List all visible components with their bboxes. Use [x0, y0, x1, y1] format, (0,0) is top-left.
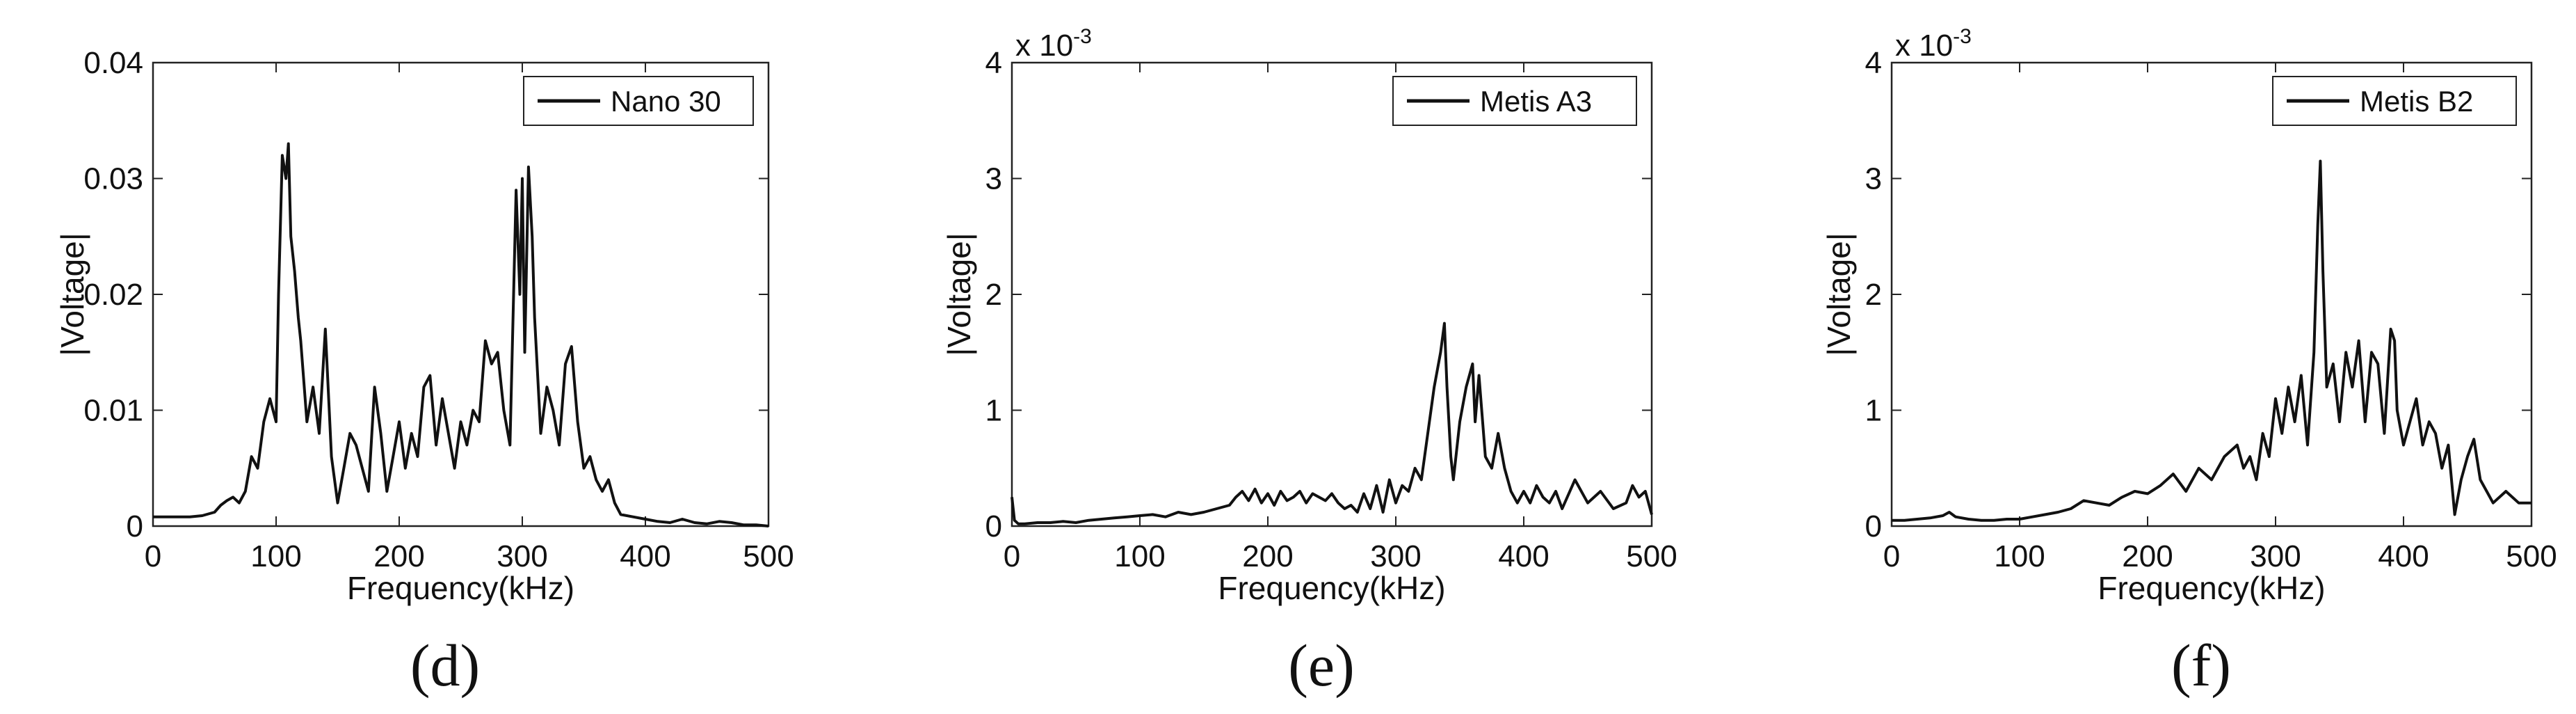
plot-frame [1890, 61, 2533, 527]
x-tick-label: 400 [620, 539, 670, 573]
legend-label: Metis A3 [1480, 85, 1592, 118]
y-tick-label: 0.02 [83, 278, 143, 312]
y-tick-label: 0.01 [83, 394, 143, 428]
panel-caption: (f) [2171, 632, 2231, 699]
y-tick-label: 1 [1865, 394, 1882, 428]
x-axis-label: Frequency(kHz) [1218, 570, 1445, 606]
x-tick-label: 300 [1370, 539, 1421, 573]
x-tick-label: 200 [373, 539, 424, 573]
chart-panel-d: 0 100 200 300 400 500 0 0.01 0.02 0.03 0.04 Frequen… [54, 46, 794, 699]
panel-caption: (e) [1288, 632, 1354, 699]
y-axis-exponent: x 10-3 [1015, 25, 1092, 63]
y-tick-label: 0.04 [83, 46, 143, 80]
x-axis-label: Frequency(kHz) [2098, 570, 2325, 606]
x-tick-label: 100 [250, 539, 301, 573]
series-line-metis-a3 [1011, 322, 1653, 525]
series-line-metis-b2 [1892, 159, 2531, 522]
series-line-nano-30 [153, 142, 769, 527]
x-tick-label: 200 [1242, 539, 1293, 573]
plot-frame [152, 61, 770, 527]
x-tick-label: 400 [1498, 539, 1549, 573]
x-axis-label: Frequency(kHz) [347, 570, 574, 606]
y-tick-label: 0 [127, 509, 143, 544]
y-tick-label: 0 [985, 509, 1002, 544]
chart-panel-e: 0 100 200 300 400 500 0 1 2 3 4 x 10-3 Frequency(kHz… [941, 25, 1677, 699]
y-tick-label: 1 [985, 394, 1002, 428]
y-tick-label: 3 [985, 162, 1002, 196]
plot-frame [1011, 61, 1653, 527]
x-tick-label: 400 [2378, 539, 2429, 573]
y-tick-label: 0.03 [83, 162, 143, 196]
legend-label: Metis B2 [2360, 85, 2473, 118]
exponent-base: x 10 [1895, 29, 1953, 63]
exponent-base: x 10 [1015, 29, 1073, 63]
x-tick-label: 0 [1883, 539, 1900, 573]
x-tick-label: 0 [145, 539, 161, 573]
panel-caption: (d) [410, 632, 480, 699]
x-tick-label: 500 [2506, 539, 2557, 573]
y-tick-label: 0 [1865, 509, 1882, 544]
x-tick-label: 500 [743, 539, 794, 573]
x-tick-label: 200 [2122, 539, 2173, 573]
x-tick-label: 300 [497, 539, 547, 573]
y-tick-label: 2 [985, 278, 1002, 312]
y-tick-label: 4 [985, 46, 1002, 80]
x-tick-label: 100 [1114, 539, 1165, 573]
x-tick-label: 100 [1994, 539, 2045, 573]
y-axis-label: |Voltage| [1821, 232, 1857, 356]
y-axis-exponent: x 10-3 [1895, 25, 1972, 63]
legend-box [2272, 76, 2517, 126]
y-tick-label: 2 [1865, 278, 1882, 312]
y-tick-label: 3 [1865, 162, 1882, 196]
x-tick-label: 0 [1004, 539, 1020, 573]
y-axis-label: |Voltage| [941, 232, 977, 356]
y-axis-label: |Voltage| [54, 232, 90, 356]
x-tick-label: 300 [2250, 539, 2301, 573]
chart-panel-f: 0 100 200 300 400 500 0 1 2 3 4 x 10-3 Frequency(kHz… [1821, 25, 2557, 699]
exponent-power: -3 [1073, 25, 1092, 48]
x-tick-label: 500 [1626, 539, 1677, 573]
legend-label: Nano 30 [611, 85, 721, 118]
exponent-power: -3 [1953, 25, 1972, 48]
y-tick-label: 4 [1865, 46, 1882, 80]
